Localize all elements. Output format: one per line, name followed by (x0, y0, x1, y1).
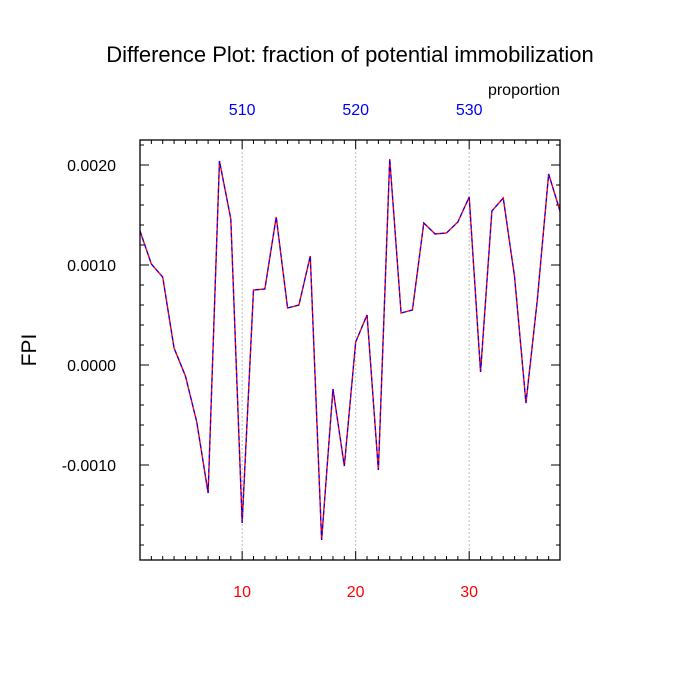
y-axis-label: FPI (18, 334, 41, 367)
y-tick-label: 0.0010 (67, 258, 116, 275)
plot-frame (139, 139, 561, 561)
x-tick-label-bottom: 10 (233, 584, 251, 601)
x-tick-label-top: 530 (456, 102, 483, 119)
top-axis-title: proportion (488, 82, 560, 99)
x-tick-label-top: 520 (342, 102, 369, 119)
series-line-blue (139, 158, 561, 541)
tick-layer (139, 140, 561, 560)
x-tick-label-top: 510 (229, 102, 256, 119)
y-tick-label: 0.0020 (67, 158, 116, 175)
y-tick-label: 0.0000 (67, 358, 116, 375)
label-layer: 10 20 30 510 520 530 0.0020 0.0010 0.0000 -0.0010 (62, 102, 483, 601)
chart-title: Difference Plot: fraction of potential i… (106, 42, 594, 67)
x-tick-label-bottom: 30 (460, 584, 478, 601)
series-layer (139, 158, 561, 541)
y-tick-label: -0.0010 (62, 458, 116, 475)
x-tick-label-bottom: 20 (347, 584, 365, 601)
series-line-red (139, 158, 561, 541)
grid-layer (241, 140, 470, 560)
